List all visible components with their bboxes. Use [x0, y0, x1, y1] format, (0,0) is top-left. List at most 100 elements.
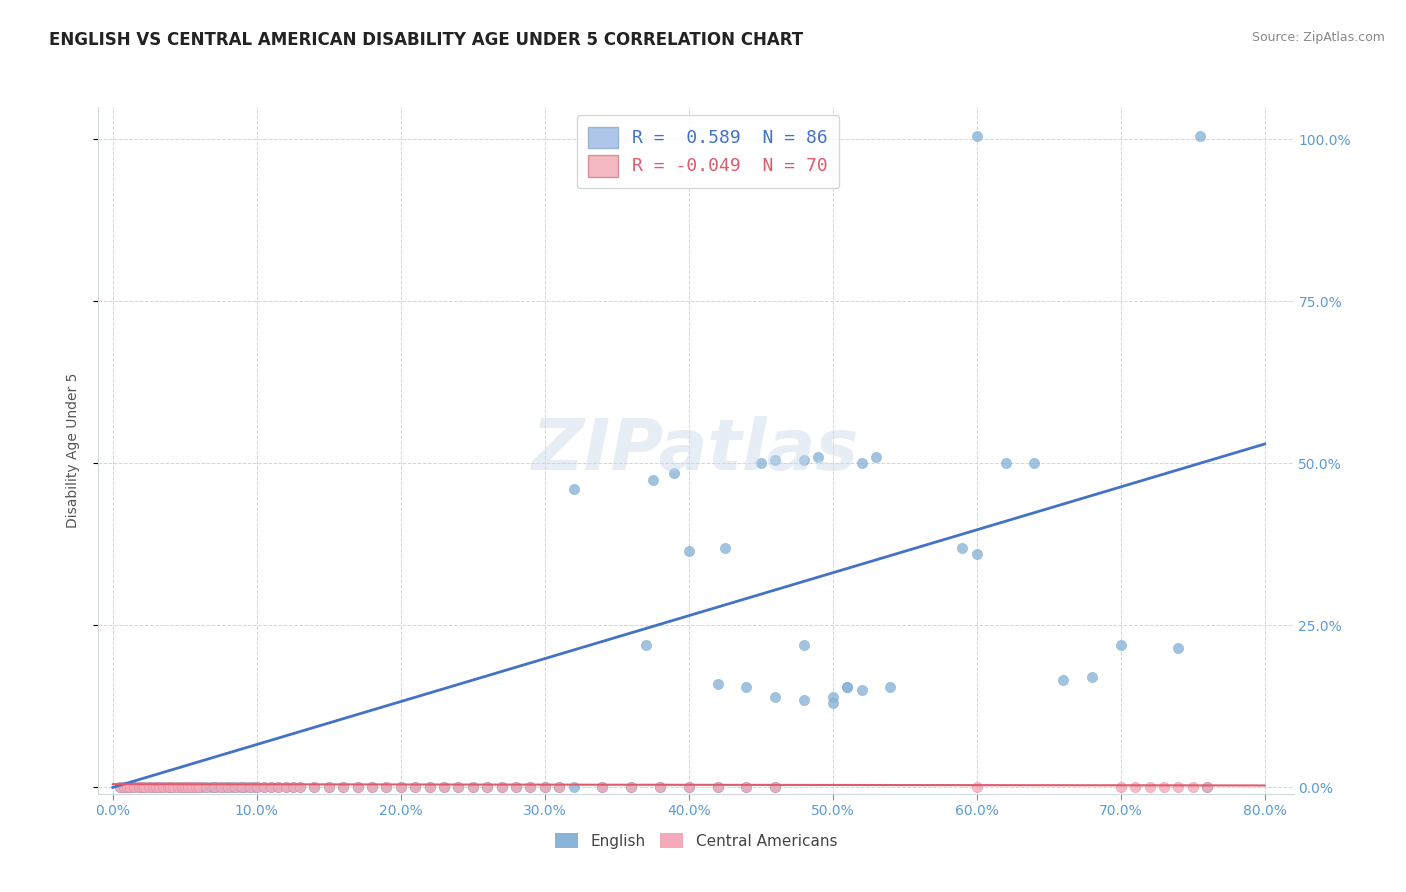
Point — [533, 780, 555, 794]
Point — [1081, 670, 1104, 684]
Point — [112, 780, 135, 794]
Point — [166, 780, 188, 794]
Point — [477, 780, 499, 794]
Point — [678, 544, 700, 558]
Point — [124, 780, 146, 794]
Point — [115, 780, 138, 794]
Point — [505, 780, 527, 794]
Point — [1139, 780, 1161, 794]
Point — [735, 680, 758, 694]
Point — [735, 780, 758, 794]
Point — [205, 780, 228, 794]
Point — [1123, 780, 1146, 794]
Point — [186, 780, 208, 794]
Point — [620, 780, 643, 794]
Point — [763, 690, 786, 704]
Point — [1109, 780, 1132, 794]
Point — [1167, 641, 1189, 656]
Point — [519, 780, 541, 794]
Point — [195, 780, 218, 794]
Point — [142, 780, 165, 794]
Point — [162, 780, 184, 794]
Point — [1181, 780, 1204, 794]
Point — [447, 780, 470, 794]
Point — [648, 780, 671, 794]
Point — [120, 780, 142, 794]
Point — [224, 780, 246, 794]
Point — [404, 780, 426, 794]
Point — [128, 780, 150, 794]
Point — [419, 780, 441, 794]
Point — [260, 780, 283, 794]
Point — [548, 780, 571, 794]
Point — [807, 450, 830, 464]
Point — [142, 780, 165, 794]
Point — [181, 780, 204, 794]
Point — [159, 780, 181, 794]
Point — [152, 780, 174, 794]
Point — [219, 780, 242, 794]
Point — [1197, 780, 1219, 794]
Point — [176, 780, 198, 794]
Point — [713, 541, 735, 555]
Point — [148, 780, 170, 794]
Point — [166, 780, 188, 794]
Point — [217, 780, 239, 794]
Point — [138, 780, 160, 794]
Point — [447, 780, 470, 794]
Point — [648, 780, 671, 794]
Point — [170, 780, 193, 794]
Point — [145, 780, 167, 794]
Point — [1109, 638, 1132, 652]
Point — [281, 780, 304, 794]
Point — [131, 780, 153, 794]
Point — [156, 780, 179, 794]
Point — [288, 780, 311, 794]
Point — [156, 780, 179, 794]
Point — [202, 780, 225, 794]
Point — [706, 677, 728, 691]
Text: ZIPatlas: ZIPatlas — [533, 416, 859, 485]
Point — [195, 780, 218, 794]
Point — [231, 780, 253, 794]
Point — [152, 780, 174, 794]
Point — [332, 780, 354, 794]
Legend: English, Central Americans: English, Central Americans — [548, 827, 844, 855]
Point — [228, 780, 250, 794]
Point — [620, 780, 643, 794]
Point — [821, 690, 844, 704]
Point — [115, 780, 138, 794]
Point — [209, 780, 232, 794]
Point — [433, 780, 456, 794]
Point — [966, 780, 988, 794]
Point — [162, 780, 184, 794]
Point — [170, 780, 193, 794]
Point — [678, 780, 700, 794]
Point — [1153, 780, 1175, 794]
Point — [678, 780, 700, 794]
Point — [763, 780, 786, 794]
Point — [749, 457, 772, 471]
Point — [108, 780, 131, 794]
Point — [865, 450, 887, 464]
Point — [634, 638, 657, 652]
Point — [128, 780, 150, 794]
Point — [548, 780, 571, 794]
Point — [461, 780, 484, 794]
Point — [173, 780, 195, 794]
Point — [120, 780, 142, 794]
Point — [1167, 780, 1189, 794]
Point — [664, 466, 686, 480]
Point — [159, 780, 181, 794]
Point — [419, 780, 441, 794]
Point — [191, 780, 214, 794]
Point — [562, 483, 585, 497]
Point — [200, 780, 222, 794]
Point — [253, 780, 276, 794]
Point — [239, 780, 262, 794]
Point — [389, 780, 412, 794]
Point — [491, 780, 513, 794]
Point — [281, 780, 304, 794]
Point — [735, 780, 758, 794]
Point — [793, 638, 815, 652]
